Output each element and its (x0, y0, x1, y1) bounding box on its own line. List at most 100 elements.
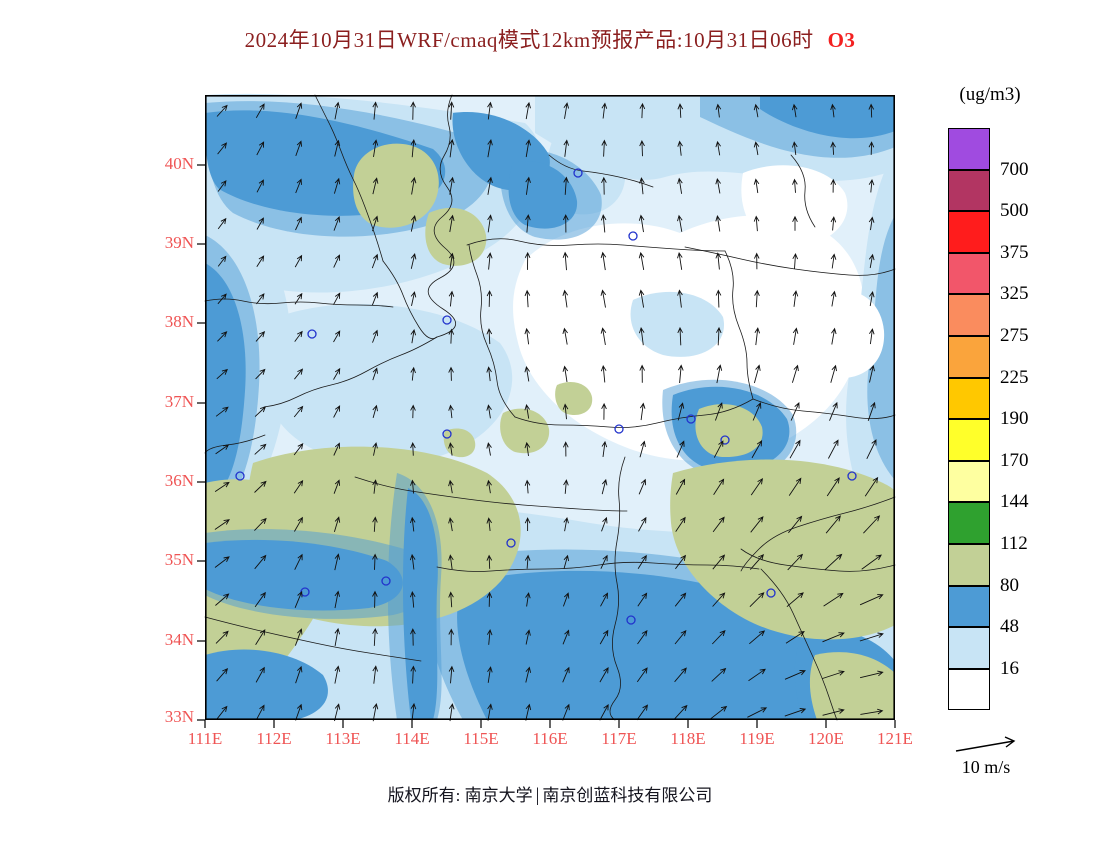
wind-arrow-icon (256, 217, 264, 230)
wind-arrow-icon (639, 139, 645, 157)
wind-arrow-icon (715, 103, 722, 118)
city-ring-icon (614, 424, 624, 434)
wind-arrow-icon (486, 554, 493, 569)
wind-arrow-icon (639, 440, 646, 458)
wind-arrow-icon (822, 632, 845, 643)
wind-arrow-icon (448, 628, 455, 646)
wind-arrow-icon (868, 253, 875, 269)
contour-80 (425, 207, 487, 266)
wind-arrow-icon (372, 101, 378, 120)
wind-arrow-icon (562, 629, 570, 645)
wind-arrow-icon (791, 364, 799, 383)
wind-arrow-icon (525, 592, 531, 607)
wind-arrow-icon (487, 214, 493, 233)
lat-label-33N: 33N (164, 707, 194, 726)
wind-arrow-icon (712, 516, 725, 533)
wind-arrow-icon (788, 515, 803, 534)
wind-arrow-icon (448, 591, 454, 608)
wind-arrow-icon (295, 703, 303, 721)
wind-arrow-icon (333, 479, 341, 494)
wind-arrow-icon (334, 139, 341, 157)
wind-arrow-icon (600, 214, 607, 233)
wind-arrow-icon (676, 440, 685, 458)
legend-units: (ug/m3) (959, 84, 1021, 105)
legend-box-3 (948, 252, 990, 295)
contour-48-ribbon (205, 649, 328, 720)
wind-arrow-icon (216, 705, 228, 719)
wind-arrow-icon (333, 367, 341, 380)
legend-box-9 (948, 502, 990, 544)
wind-arrow-icon (601, 176, 607, 195)
legend-colorbar (948, 128, 990, 711)
wind-arrow-icon (254, 591, 266, 608)
wind-arrow-icon (487, 703, 493, 721)
legend-box-5 (948, 335, 990, 378)
wind-arrow-icon (524, 479, 531, 494)
wind-arrow-icon (448, 404, 454, 419)
wind-arrow-icon (295, 216, 302, 231)
wind-arrow-icon (639, 177, 645, 195)
contour-80 (695, 404, 763, 458)
wind-arrow-icon (524, 251, 531, 270)
legend-value-700: 700 (1000, 158, 1029, 180)
lon-label-113E: 113E (325, 729, 361, 748)
wind-arrow-icon (601, 516, 608, 532)
wind-arrow-icon (334, 590, 341, 609)
wind-arrow-icon (601, 402, 607, 420)
wind-arrow-icon (636, 704, 648, 721)
legend-value-325: 325 (1000, 283, 1029, 305)
wind-arrow-icon (711, 630, 726, 645)
contour-48-ribbon (402, 488, 438, 720)
legend-value-225: 225 (1000, 366, 1029, 388)
wind-arrow-icon (448, 703, 455, 722)
city-ring-icon (573, 168, 583, 178)
wind-arrow-icon (828, 439, 839, 459)
wind-arrow-icon (784, 708, 807, 717)
city-ring-icon (626, 615, 636, 625)
legend-value-500: 500 (1000, 200, 1029, 222)
wind-arrow-icon (372, 665, 379, 684)
legend-value-16: 16 (1000, 657, 1019, 679)
wind-arrow-icon (448, 290, 455, 307)
wind-arrow-icon (409, 590, 416, 608)
wind-arrow-icon (863, 515, 881, 534)
wind-arrow-icon (715, 252, 722, 270)
wind-arrow-icon (372, 479, 378, 494)
wind-arrow-icon (866, 439, 877, 459)
lon-label-116E: 116E (532, 729, 568, 748)
wind-arrow-icon (333, 254, 341, 268)
wind-arrow-icon (294, 590, 303, 608)
wind-arrow-icon (294, 516, 303, 532)
wind-arrow-icon (293, 479, 304, 494)
wind-arrow-icon (677, 177, 683, 194)
city-ring-icon (307, 329, 317, 339)
wind-arrow-icon (562, 289, 569, 308)
lon-label-121E: 121E (877, 729, 913, 748)
wind-arrow-icon (486, 628, 493, 645)
wind-arrow-icon (487, 176, 493, 195)
wind-arrow-icon (256, 141, 265, 156)
wind-arrow-icon (859, 632, 884, 642)
contour-16 (630, 291, 725, 357)
lat-label-35N: 35N (164, 550, 194, 569)
wind-arrow-icon (563, 139, 570, 157)
wind-arrow-icon (869, 290, 875, 307)
wind-arrow-icon (372, 367, 378, 381)
wind-arrow-icon (675, 554, 687, 570)
wind-arrow-icon (410, 479, 416, 494)
wind-arrow-icon (372, 215, 379, 232)
wind-arrow-icon (487, 666, 493, 683)
wind-arrow-icon (409, 553, 416, 570)
wind-arrow-icon (600, 251, 607, 271)
wind-arrow-icon (750, 478, 763, 496)
wind-arrow-icon (792, 252, 799, 269)
wind-arrow-icon (294, 628, 303, 646)
legend-box-6 (948, 377, 990, 420)
wind-arrow-icon (333, 216, 341, 231)
wind-arrow-icon (562, 703, 570, 721)
wind-arrow-icon (217, 255, 227, 267)
wind-arrow-icon (677, 326, 683, 346)
wind-arrow-icon (599, 629, 609, 645)
lon-label-117E: 117E (601, 729, 637, 748)
wind-arrow-icon (677, 103, 684, 118)
